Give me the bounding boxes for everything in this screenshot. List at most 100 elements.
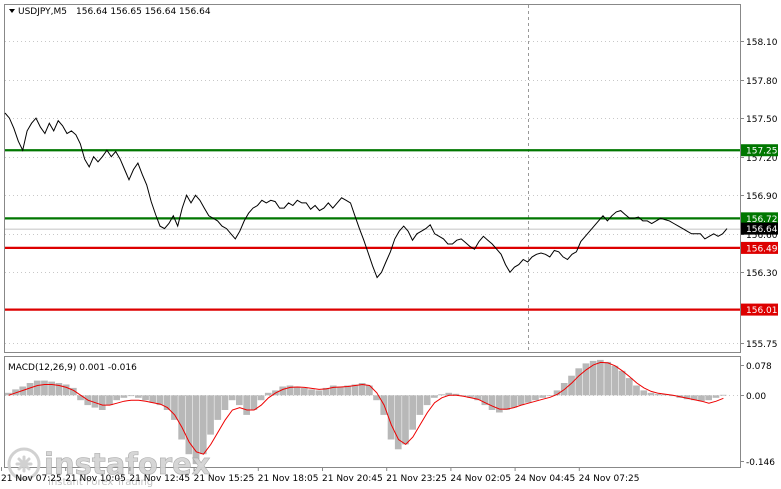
macd-bar	[243, 395, 250, 415]
macd-bar	[662, 394, 669, 396]
level-tags: 157.25 156.72 156.49 156.01 156.64	[741, 144, 778, 316]
macd-bar	[127, 395, 135, 397]
macd-bar	[553, 390, 561, 396]
macd-bar	[409, 395, 416, 430]
macd-bar	[683, 395, 691, 400]
macd-bar	[445, 392, 453, 396]
price-line	[4, 112, 728, 279]
macd-bar	[488, 395, 496, 410]
macd-bar	[416, 395, 424, 415]
price-axis: 158.10157.80157.50157.20156.90156.60156.…	[740, 38, 778, 350]
macd-bar	[366, 385, 373, 396]
macd-bar	[48, 381, 55, 396]
time-tick-label: 21 Nov 07:25	[1, 474, 62, 484]
level-tag-bg	[741, 303, 778, 316]
macd-bar	[70, 387, 77, 396]
macd-bar	[431, 395, 438, 398]
macd-bar	[402, 395, 409, 445]
macd-bar	[329, 385, 337, 396]
price-grid	[5, 5, 740, 467]
macd-bar	[192, 395, 200, 465]
macd-bar	[91, 395, 99, 408]
time-tick-label: 21 Nov 12:45	[129, 474, 190, 484]
dropdown-arrow-icon[interactable]	[9, 9, 15, 13]
macd-bar	[394, 395, 402, 450]
macd-bar	[423, 395, 431, 406]
time-tick-label: 21 Nov 15:25	[194, 474, 255, 484]
macd-bar	[517, 395, 525, 406]
time-tick-label: 21 Nov 20:45	[322, 474, 383, 484]
macd-bar	[98, 395, 106, 410]
macd-bar	[481, 395, 489, 406]
time-tick-label: 21 Nov 23:25	[386, 474, 447, 484]
macd-bar	[257, 395, 265, 401]
price-tick-label: 158.10	[746, 38, 778, 48]
macd-bar	[575, 368, 583, 396]
macd-bar	[279, 386, 287, 396]
macd-bar	[120, 395, 128, 398]
macd-bar	[690, 395, 698, 401]
macd-bar	[178, 395, 185, 440]
macd-bar	[647, 392, 655, 396]
price-panel[interactable]: 158.10157.80157.50157.20156.90156.60156.…	[4, 4, 779, 468]
level-tag-bg	[741, 241, 778, 254]
macd-bar	[301, 387, 308, 396]
macd-bar	[618, 370, 626, 396]
macd-bar	[568, 375, 575, 396]
macd-bar	[62, 384, 70, 396]
level-tag-label: 157.25	[746, 147, 778, 157]
macd-tick-label: 0.078	[746, 362, 772, 372]
price-series	[4, 112, 728, 279]
symbol-label: USDJPY,M5	[18, 7, 67, 17]
macd-bar	[77, 395, 84, 401]
watermark-brand: instaforex	[44, 447, 211, 481]
macd-bar	[597, 359, 604, 396]
macd-bar	[633, 385, 640, 396]
time-tick-label: 21 Nov 18:05	[258, 474, 319, 484]
macd-bar	[264, 392, 272, 396]
macd-bar	[322, 387, 330, 396]
macd-bar	[214, 395, 222, 420]
macd-bar	[654, 393, 662, 396]
macd-bar	[5, 392, 12, 396]
macd-bar	[33, 380, 41, 396]
macd-bar	[719, 394, 727, 396]
instaforex-logo-icon	[7, 447, 41, 481]
macd-bar	[524, 395, 532, 403]
watermark-tagline: Instant Forex Trading	[48, 477, 153, 488]
price-tick-label: 156.60	[746, 231, 778, 241]
macd-bar	[293, 386, 301, 396]
price-tick-label: 157.50	[746, 115, 778, 125]
macd-axis: 0.078 0.00 -0.146	[740, 362, 775, 468]
macd-bar	[236, 395, 243, 406]
macd-bar	[625, 378, 633, 396]
macd-tick-label: 0.00	[746, 392, 766, 402]
macd-bar	[604, 361, 611, 396]
level-tag-label: 156.72	[746, 215, 778, 225]
macd-bar	[539, 395, 546, 398]
macd-bar	[149, 395, 157, 403]
macd-panel[interactable]: 0.078 0.00 -0.146 MACD(12,26,9) 0.001 -0.0…	[4, 356, 776, 469]
support-resistance-levels	[5, 149, 740, 311]
macd-bar	[496, 395, 503, 413]
macd-tick-label: -0.146	[746, 458, 775, 468]
level-tag-bg	[741, 212, 778, 225]
macd-bar	[452, 393, 460, 396]
macd-bar	[459, 395, 467, 397]
macd-bar	[315, 390, 323, 396]
macd-bar	[358, 383, 366, 396]
macd-label: MACD(12,26,9) 0.001 -0.016	[8, 363, 137, 373]
macd-bar	[41, 380, 48, 396]
macd-bar	[510, 395, 518, 408]
macd-bar	[250, 395, 258, 410]
current-price-label: 156.64	[746, 225, 778, 235]
macd-bar	[171, 395, 178, 420]
price-tick-label: 156.30	[746, 269, 778, 279]
macd-bar	[611, 365, 619, 396]
macd-bar	[546, 395, 554, 397]
macd-bar	[207, 395, 214, 435]
macd-bar	[163, 395, 171, 410]
macd-signal-path	[8, 361, 724, 455]
price-tick-label: 155.75	[746, 340, 778, 350]
